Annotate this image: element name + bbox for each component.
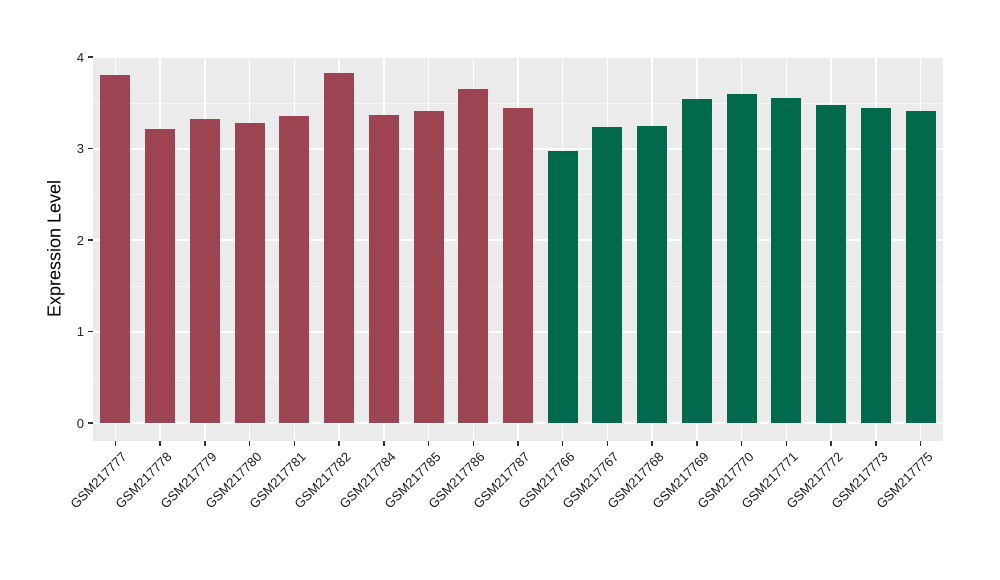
x-tick-mark: [696, 441, 698, 446]
y-tick-mark: [88, 330, 93, 333]
bar-gsm217780: [234, 122, 265, 423]
x-tick-mark: [204, 441, 206, 446]
y-axis-title: Expression Level: [44, 179, 65, 318]
y-tick-mark: [88, 239, 93, 241]
x-tick-mark: [919, 441, 922, 446]
x-tick-mark: [472, 441, 474, 446]
y-tick-label: 1: [76, 324, 84, 339]
x-tick-mark: [427, 441, 430, 446]
x-tick-mark: [293, 441, 296, 446]
y-tick-label: 3: [76, 141, 84, 156]
bar-gsm217772: [816, 104, 847, 423]
bar-gsm217766: [547, 151, 578, 423]
x-tick-mark: [785, 441, 788, 446]
x-tick-mark: [830, 441, 832, 446]
x-tick-mark: [875, 441, 877, 446]
x-tick-mark: [248, 441, 251, 446]
x-tick-mark: [651, 441, 653, 446]
x-tick-mark: [114, 441, 117, 446]
x-tick-mark: [561, 441, 564, 446]
y-tick-mark: [88, 56, 93, 58]
bar-gsm217770: [726, 93, 757, 423]
bar-gsm217773: [860, 108, 891, 423]
y-tick-mark: [88, 422, 93, 424]
bar-gsm217784: [368, 114, 399, 423]
y-tick-mark: [88, 147, 93, 150]
y-tick-label: 0: [76, 415, 84, 431]
gridline-major-horizontal: [93, 57, 943, 58]
bar-gsm217769: [681, 99, 712, 423]
bar-gsm217782: [324, 72, 355, 423]
y-tick-label: 2: [76, 232, 84, 248]
bar-gsm217777: [100, 75, 131, 423]
bar-gsm217787: [503, 108, 533, 423]
x-tick-mark: [383, 441, 385, 446]
x-tick-mark: [606, 441, 609, 446]
bar-gsm217768: [637, 125, 668, 423]
bar-gsm217785: [413, 110, 444, 423]
bar-gsm217781: [279, 116, 310, 423]
bar-gsm217775: [905, 110, 936, 423]
bar-gsm217779: [189, 119, 220, 423]
gridline-major-horizontal: [93, 422, 943, 424]
x-tick-mark: [338, 441, 340, 446]
bar-gsm217771: [771, 98, 802, 423]
x-tick-mark: [740, 441, 743, 446]
x-tick-mark: [159, 441, 161, 446]
bar-gsm217778: [145, 129, 176, 423]
y-tick-label: 4: [76, 49, 84, 65]
bar-gsm217786: [458, 89, 489, 423]
plot-panel: [93, 57, 943, 441]
x-tick-mark: [517, 441, 519, 446]
bar-gsm217767: [592, 127, 623, 423]
